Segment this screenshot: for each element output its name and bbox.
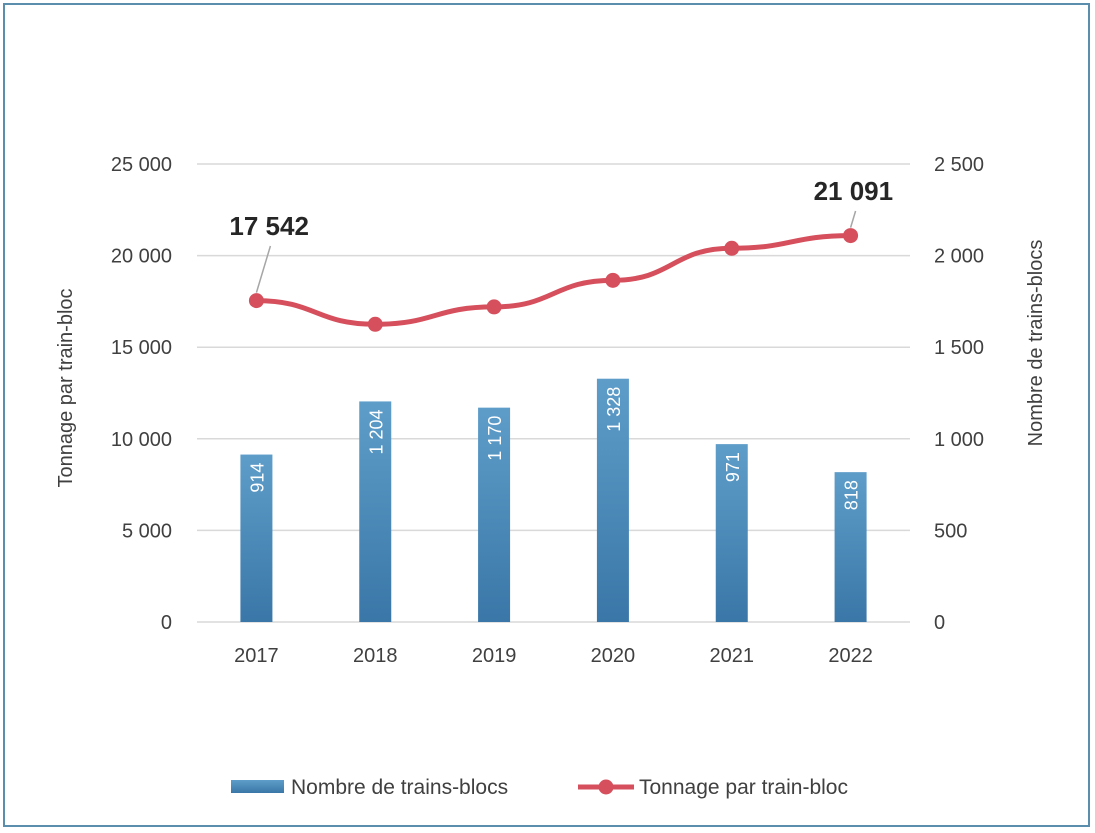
legend-line-label: Tonnage par train-bloc	[639, 776, 848, 799]
line-point	[367, 316, 383, 332]
left-tick-label: 25 000	[111, 154, 172, 176]
bar-data-label: 914	[247, 463, 267, 493]
x-tick-label: 2022	[828, 645, 873, 667]
right-tick-label: 500	[934, 520, 967, 542]
line-point	[248, 293, 264, 309]
bar	[478, 407, 511, 622]
left-tick-label: 10 000	[111, 429, 172, 451]
callout-leader	[849, 210, 857, 228]
right-tick-label: 1 000	[934, 429, 984, 451]
right-tick-label: 0	[934, 612, 945, 634]
bar	[359, 401, 392, 622]
right-axis-title: Nombre de trains-blocs	[1025, 240, 1047, 447]
x-tick-label: 2019	[472, 645, 517, 667]
callout-label: 17 542	[229, 211, 309, 241]
line-point	[605, 272, 621, 288]
callout-label: 21 091	[814, 176, 894, 206]
bar	[596, 378, 629, 622]
tonnage-line	[256, 233, 851, 327]
line-point	[486, 299, 502, 315]
bar-data-label: 1 170	[485, 416, 505, 461]
bar-data-label: 1 328	[604, 387, 624, 432]
right-tick-label: 2 000	[934, 246, 984, 268]
line-point	[724, 240, 740, 256]
legend-bar-label: Nombre de trains-blocs	[291, 776, 508, 799]
x-tick-label: 2020	[591, 645, 636, 667]
right-tick-label: 2 500	[934, 154, 984, 176]
left-axis-title: Tonnage par train-bloc	[55, 288, 77, 487]
bar-data-label: 1 204	[366, 409, 386, 454]
left-tick-label: 5 000	[122, 520, 172, 542]
x-tick-label: 2017	[234, 645, 279, 667]
line-point	[843, 228, 859, 244]
bar	[240, 454, 273, 622]
left-tick-label: 0	[161, 612, 172, 634]
left-tick-label: 20 000	[111, 246, 172, 268]
chart-frame	[3, 3, 1090, 827]
right-tick-label: 1 500	[934, 337, 984, 359]
legend-bar-swatch	[231, 780, 284, 793]
callout-leader	[255, 245, 272, 293]
x-tick-label: 2021	[710, 645, 755, 667]
bar	[715, 444, 748, 622]
bar	[834, 472, 867, 622]
x-tick-label: 2018	[353, 645, 398, 667]
left-tick-label: 15 000	[111, 337, 172, 359]
bar-data-label: 971	[723, 452, 743, 482]
bar-data-label: 818	[842, 480, 862, 510]
legend-line-marker	[598, 779, 614, 795]
